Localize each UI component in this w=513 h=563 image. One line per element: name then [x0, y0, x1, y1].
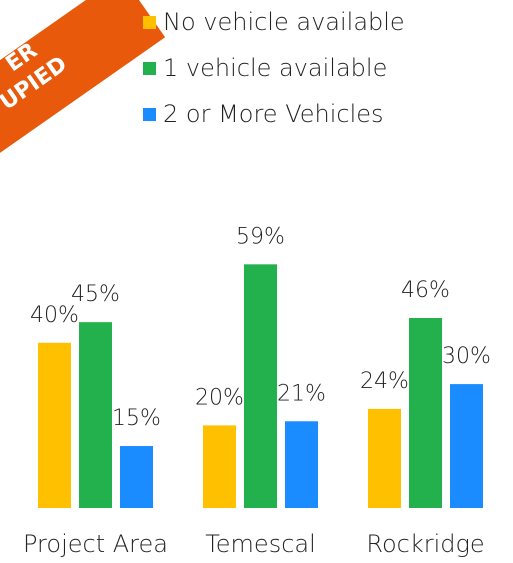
bar — [244, 264, 277, 508]
legend-swatch — [143, 62, 156, 75]
value-label: 20% — [195, 385, 244, 410]
legend-label: 2 or More Vehicles — [163, 100, 384, 128]
bar — [285, 421, 318, 508]
legend-swatch — [143, 108, 156, 121]
bar — [450, 384, 483, 508]
x-tick-label: Project Area — [23, 530, 168, 558]
bar — [203, 425, 236, 508]
banner — [0, 0, 166, 204]
bar — [38, 342, 71, 508]
value-label: 15% — [112, 406, 161, 431]
value-label: 24% — [360, 369, 409, 394]
x-tick-label: Temescal — [205, 530, 316, 558]
legend-label: 1 vehicle available — [163, 54, 387, 82]
banner-shape — [0, 0, 166, 204]
bar — [368, 408, 401, 508]
value-label: 59% — [236, 224, 285, 249]
legend-swatch — [143, 16, 156, 29]
value-label: 21% — [277, 381, 326, 406]
bar — [79, 322, 112, 508]
value-label: 46% — [401, 278, 450, 303]
value-label: 40% — [30, 303, 79, 328]
legend-label: No vehicle available — [163, 8, 405, 36]
value-label: 45% — [71, 282, 120, 307]
value-label: 30% — [442, 344, 491, 369]
x-tick-label: Rockridge — [366, 530, 484, 558]
bar — [409, 318, 442, 508]
bar — [120, 446, 153, 508]
